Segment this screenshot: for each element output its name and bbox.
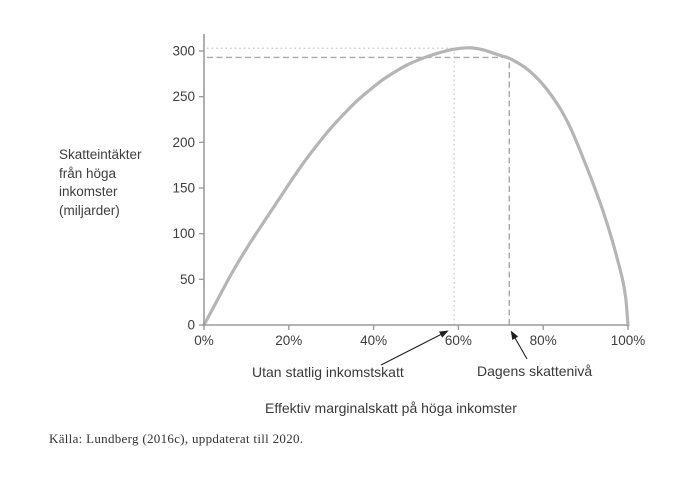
- y-tick-label: 0: [187, 318, 195, 333]
- source-note: Källa: Lundberg (2016c), uppdaterat till…: [49, 431, 304, 446]
- laffer-curve: [202, 46, 630, 327]
- x-tick-label: 60%: [445, 333, 472, 348]
- y-tick-label: 100: [172, 226, 195, 241]
- arrow-current-tax-level-line: [513, 335, 528, 360]
- x-tick-label: 40%: [360, 333, 387, 348]
- x-tick-label: 80%: [530, 333, 557, 348]
- y-axis-title-line: (miljarder): [59, 202, 120, 218]
- y-tick-label: 200: [172, 135, 195, 150]
- y-tick-label: 300: [172, 44, 195, 59]
- x-tick-label: 20%: [275, 333, 302, 348]
- arrow-no-state-tax-head: [439, 330, 449, 338]
- x-tick-label: 0%: [194, 333, 214, 348]
- y-tick-label: 250: [172, 89, 195, 104]
- y-axis-title: Skatteintäkter från höga inkomster (milj…: [59, 146, 142, 220]
- y-tick-label: 50: [180, 272, 195, 287]
- x-tick-label: 100%: [611, 333, 646, 348]
- x-axis-title: Effektiv marginalskatt på höga inkomster: [265, 400, 517, 416]
- arrow-no-state-tax-line: [380, 332, 444, 366]
- y-axis-title-line: Skatteintäkter: [59, 147, 142, 162]
- y-axis-title-line: inkomster: [59, 184, 118, 199]
- annotation-no-state-tax: Utan statlig inkomstskatt: [252, 364, 404, 380]
- arrow-current-tax-level-head: [510, 330, 519, 340]
- y-tick-label: 150: [172, 181, 195, 196]
- y-axis-title-line: från höga: [59, 165, 117, 181]
- annotation-current-tax-level: Dagens skattenivå: [477, 363, 593, 379]
